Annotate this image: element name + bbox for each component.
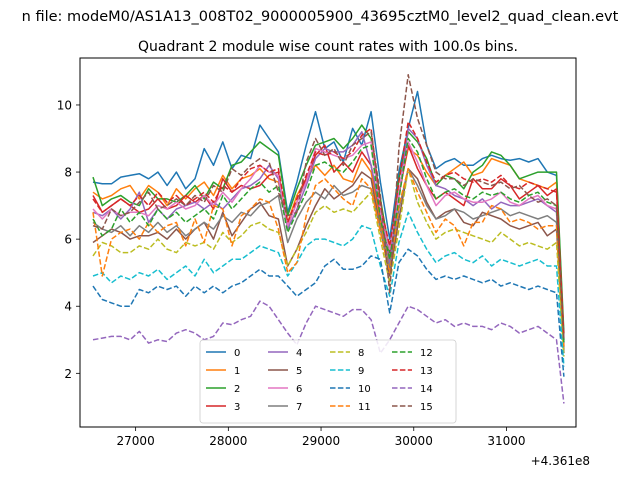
legend-label-13: 13 xyxy=(420,366,433,377)
x-axis: 27000 28000 29000 30000 31000 xyxy=(117,427,526,448)
x-tick-label: 31000 xyxy=(487,434,525,448)
y-axis: 2 4 6 8 10 xyxy=(57,98,80,381)
series-line-9 xyxy=(92,211,565,367)
x-tick-label: 30000 xyxy=(395,434,433,448)
y-tick-label: 8 xyxy=(64,166,72,180)
legend-label-0: 0 xyxy=(234,348,240,359)
series-line-7 xyxy=(92,167,565,350)
series-line-12 xyxy=(92,137,565,344)
y-tick-label: 6 xyxy=(64,233,72,247)
legend-label-10: 10 xyxy=(358,384,371,395)
x-tick-label: 29000 xyxy=(302,434,340,448)
legend-label-6: 6 xyxy=(296,384,302,395)
series-layer xyxy=(92,74,565,404)
y-tick-label: 10 xyxy=(57,98,72,112)
y-tick-label: 2 xyxy=(64,367,72,381)
legend-label-12: 12 xyxy=(420,348,433,359)
legend-label-14: 14 xyxy=(420,384,433,395)
series-line-10 xyxy=(92,248,565,377)
series-line-2 xyxy=(92,124,565,334)
series-line-0 xyxy=(92,90,565,340)
x-axis-offset-label: +4.361e8 xyxy=(531,454,590,468)
x-tick-label: 27000 xyxy=(117,434,155,448)
series-line-5 xyxy=(92,167,565,354)
series-line-3 xyxy=(92,144,565,344)
legend-label-2: 2 xyxy=(234,384,240,395)
legend-label-9: 9 xyxy=(358,366,364,377)
series-line-8 xyxy=(92,167,565,357)
legend-label-7: 7 xyxy=(296,402,302,413)
legend-box xyxy=(199,339,457,424)
series-line-14 xyxy=(92,300,565,404)
series-line-15 xyxy=(92,74,565,340)
legend-label-15: 15 xyxy=(420,402,433,413)
plot-frame xyxy=(79,57,577,428)
series-line-11 xyxy=(92,167,565,347)
series-line-4 xyxy=(92,127,565,340)
chart-title: Quadrant 2 module wise count rates with … xyxy=(138,39,518,55)
series-line-1 xyxy=(92,147,565,347)
legend-label-1: 1 xyxy=(234,366,240,377)
x-tick-label: 28000 xyxy=(209,434,247,448)
series-line-13 xyxy=(92,120,565,337)
legend-label-11: 11 xyxy=(358,402,371,413)
legend-label-4: 4 xyxy=(296,348,302,359)
figure-suptitle: n file: modeM0/AS1A13_008T02_9000005900_… xyxy=(22,9,619,25)
legend-label-3: 3 xyxy=(234,402,240,413)
legend-label-5: 5 xyxy=(296,366,302,377)
y-tick-label: 4 xyxy=(64,300,72,314)
legend-label-8: 8 xyxy=(358,348,364,359)
